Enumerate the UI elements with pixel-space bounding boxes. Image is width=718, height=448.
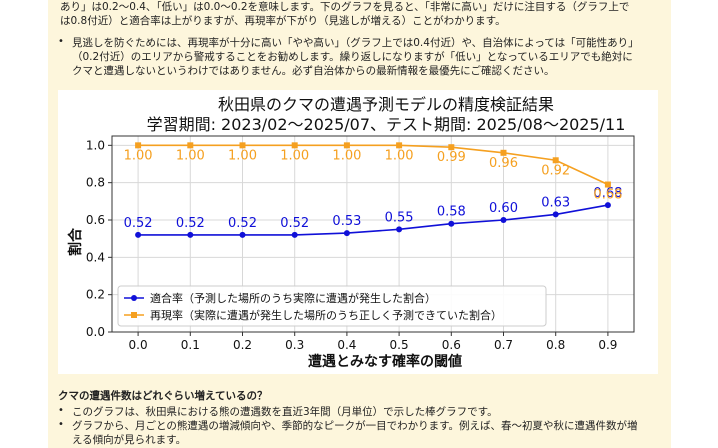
precision-line xyxy=(138,204,609,236)
x-axis-label: 遭遇とみなす確率の閾値 xyxy=(308,353,462,370)
recall-data-label: 0.96 xyxy=(489,156,518,171)
bullet-marker: • xyxy=(58,36,64,47)
precision-point xyxy=(448,220,455,227)
recall-data-label: 0.99 xyxy=(437,150,466,165)
precision-point xyxy=(604,202,611,209)
legend-label: 適合率（予測した場所のうち実際に遭遇が発生した割合） xyxy=(150,291,436,305)
legend-marker xyxy=(131,295,137,301)
precision-data-label: 0.55 xyxy=(385,210,414,225)
section-heading: クマの遭遇件数はどれぐらい増えているの？ xyxy=(58,390,268,402)
y-tick-label: 0.6 xyxy=(86,213,105,227)
recall-point xyxy=(239,142,246,149)
recall-point xyxy=(500,149,507,156)
accuracy-line-chart: 秋田県のクマの遭遇予測モデルの精度検証結果 学習期間: 2023/02～2025… xyxy=(67,95,635,370)
precision-data-label: 0.52 xyxy=(176,216,205,231)
x-tick-label: 0.6 xyxy=(442,338,461,352)
x-tick-label: 0.8 xyxy=(546,338,565,352)
recall-data-label: 0.68 xyxy=(593,188,622,203)
recall-point xyxy=(396,142,403,149)
x-tick-label: 0.3 xyxy=(285,338,304,352)
intro-line-1: あり」は0.2～0.4、「低い」は0.0～0.2を意味します。下のグラフを見ると… xyxy=(60,1,630,13)
advice-line-3: クマと遭遇しないというわけではありません。必ず自治体からの最新情報を最優先にご確… xyxy=(72,65,555,77)
recall-data-label: 1.00 xyxy=(176,148,205,163)
advice-line-2: （0.2付近）のエリアから警戒することをお勧めします。繰り返しになりますが「低い… xyxy=(72,51,633,63)
y-tick-label: 0.2 xyxy=(86,288,105,302)
chart-title: 秋田県のクマの遭遇予測モデルの精度検証結果 xyxy=(218,95,554,114)
precision-data-label: 0.63 xyxy=(541,195,570,210)
recall-point xyxy=(135,142,142,149)
precision-data-label: 0.52 xyxy=(124,216,153,231)
recall-line xyxy=(138,144,609,186)
y-tick-label: 0.8 xyxy=(86,176,105,190)
recall-point xyxy=(291,142,298,149)
precision-point xyxy=(291,231,298,238)
x-tick-label: 0.2 xyxy=(233,338,252,352)
precision-point xyxy=(500,217,507,223)
y-tick-label: 0.0 xyxy=(86,325,105,339)
plot-border xyxy=(111,135,635,333)
y-tick-label: 0.4 xyxy=(86,250,105,264)
x-tick-label: 0.4 xyxy=(337,338,356,352)
recall-data-label: 1.00 xyxy=(385,148,414,163)
x-tick-label: 0.1 xyxy=(181,338,200,352)
recall-point xyxy=(187,142,194,149)
precision-data-label: 0.58 xyxy=(437,205,466,220)
recall-data-label: 0.92 xyxy=(541,163,570,178)
section-bullet-2-line-2: える傾向が見られます。 xyxy=(72,434,187,446)
recall-point xyxy=(343,142,350,149)
recall-point xyxy=(552,157,559,164)
recall-point xyxy=(604,181,611,188)
x-tick-label: 0.0 xyxy=(129,338,148,352)
precision-point xyxy=(552,211,559,218)
precision-point xyxy=(135,231,142,238)
y-tick-label: 1.0 xyxy=(86,138,105,152)
x-tick-label: 0.7 xyxy=(494,338,513,352)
precision-data-label: 0.68 xyxy=(593,186,622,201)
recall-data-label: 1.00 xyxy=(124,148,153,163)
y-axis-label: 割合 xyxy=(67,227,84,256)
bullet-marker: • xyxy=(58,419,64,430)
legend-box xyxy=(117,285,547,327)
intro-line-2: は0.8付近）と適合率は上がりますが、再現率が下がり（見逃しが増える）ことがわか… xyxy=(60,15,506,27)
precision-point xyxy=(239,231,246,238)
recall-data-label: 1.00 xyxy=(280,148,309,163)
precision-data-label: 0.53 xyxy=(332,214,361,229)
section-bullet-1: このグラフは、秋田県における熊の遭遇数を直近3年間（月単位）で示した棒グラフです… xyxy=(72,406,498,418)
precision-point xyxy=(343,230,350,237)
recall-data-label: 1.00 xyxy=(332,148,361,163)
bullet-marker: • xyxy=(58,405,64,416)
precision-data-label: 0.60 xyxy=(489,201,518,216)
advice-line-1: 見逃しを防ぐためには、再現率が十分に高い「やや高い」（グラフ上では0.4付近）や… xyxy=(72,37,639,49)
x-tick-label: 0.5 xyxy=(390,338,409,352)
chart-container: 秋田県のクマの遭遇予測モデルの精度検証結果 学習期間: 2023/02～2025… xyxy=(58,90,658,374)
recall-data-label: 1.00 xyxy=(228,148,257,163)
precision-data-label: 0.52 xyxy=(280,216,309,231)
precision-point xyxy=(187,231,194,238)
legend-label: 再現率（実際に遭遇が発生した場所のうち正しく予測できていた割合） xyxy=(150,308,502,322)
precision-point xyxy=(396,226,403,233)
legend-marker xyxy=(131,312,137,318)
precision-data-label: 0.52 xyxy=(228,216,257,231)
x-tick-label: 0.9 xyxy=(598,338,617,352)
chart-subtitle: 学習期間: 2023/02～2025/07、テスト期間: 2025/08～202… xyxy=(147,115,626,134)
recall-point xyxy=(448,144,455,151)
section-bullet-2-line-1: グラフから、月ごとの熊遭遇の増減傾向や、季節的なピークが一目でわかります。例えば… xyxy=(72,420,638,432)
